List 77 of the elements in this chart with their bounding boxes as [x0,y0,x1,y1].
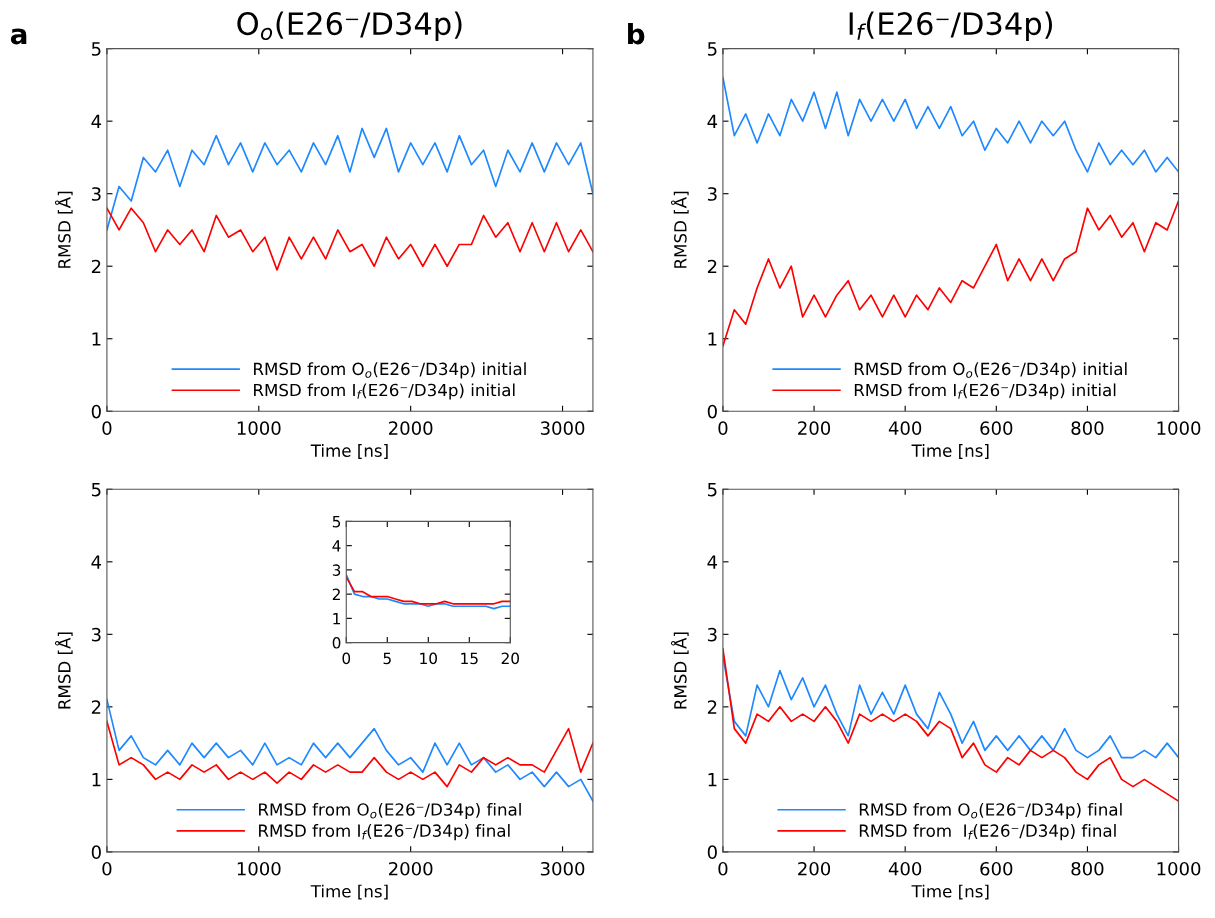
x-tick-label: 5 [383,652,391,665]
x-tick-label: 1000 [237,861,281,876]
y-tick-label: 0 [91,404,101,419]
legend-label: RMSD from I$_{f}$(E26⁻/D34p) final [259,824,510,841]
x-tick-label: 2000 [389,861,433,876]
y-tick-label: 3 [91,627,101,642]
y-axis-title: RMSD [Å] [670,632,689,709]
x-tick-label: 800 [1071,421,1104,435]
chart-title: O$_{o}$(E26⁻/D34p) [237,11,462,42]
legend-label: RMSD from I$_{f}$(E26⁻/D34p) initial [254,383,515,400]
y-tick-label: 3 [707,187,717,201]
y-tick-label: 2 [707,700,717,714]
y-tick-label: 1 [708,773,717,787]
x-tick-label: 20 [501,652,520,665]
x-tick-label: 200 [798,421,831,435]
legend-label: RMSD from O$_{o}$(E26⁻/D34p) initial [854,362,1127,379]
y-tick-label: 4 [91,114,102,129]
x-tick-label: 0 [718,421,728,435]
y-tick-label: 0 [332,637,341,649]
x-tick-label: 15 [461,652,478,665]
legend-label: RMSD from O$_{o}$(E26⁻/D34p) final [259,802,521,820]
y-tick-label: 1 [708,332,717,346]
x-tick-label: 3000 [540,421,585,435]
x-tick-label: 1000 [1157,421,1201,435]
y-tick-label: 4 [91,555,102,569]
x-tick-label: 1000 [237,421,281,435]
y-tick-label: 3 [332,564,341,576]
y-tick-label: 1 [92,332,101,346]
y-tick-label: 1 [333,613,340,625]
x-tick-label: 3000 [540,861,585,876]
x-tick-label: 200 [798,861,831,876]
x-tick-label: 0 [102,861,112,876]
x-tick-label: 600 [980,421,1013,435]
y-axis-title: RMSD [Å] [54,632,73,709]
y-tick-label: 4 [707,555,718,569]
text: b [628,22,645,45]
y-tick-label: 5 [91,482,101,497]
x-tick-label: 400 [888,421,922,435]
y-axis-title: RMSD [Å] [54,191,73,268]
x-tick-label: 600 [980,861,1013,876]
y-tick-label: 4 [707,114,718,129]
y-tick-label: 5 [707,42,717,56]
y-tick-label: 3 [707,627,717,642]
y-tick-label: 2 [91,259,101,274]
x-axis-title: Time [ns] [911,444,989,459]
y-tick-label: 4 [332,540,341,552]
x-tick-label: 800 [1071,861,1104,876]
y-tick-label: 5 [91,42,101,56]
x-tick-label: 400 [888,861,922,876]
text: a [10,28,27,45]
y-tick-label: 2 [91,700,101,714]
legend-label: RMSD from O$_{o}$(E26⁻/D34p) final [859,802,1122,820]
legend-label: RMSD from O$_{o}$(E26⁻/D34p) initial [254,362,526,379]
y-tick-label: 0 [707,845,717,860]
legend-label: RMSD from I$_{f}$(E26⁻/D34p) initial [854,383,1116,400]
line-series [722,200,1179,347]
x-tick-label: 0 [102,421,112,435]
line-series [106,207,593,271]
x-tick-label: 10 [420,652,437,665]
x-tick-label: 2000 [389,421,433,435]
x-axis-title: Time [ns] [310,884,388,900]
chart-title: I$_{f}$(E26⁻/D34p) [849,11,1052,42]
x-tick-label: 0 [342,652,351,665]
y-tick-label: 1 [92,773,101,787]
y-tick-label: 3 [91,187,101,201]
x-tick-label: 1000 [1157,861,1201,876]
y-tick-label: 0 [707,404,717,419]
x-axis-title: Time [ns] [911,884,989,900]
y-tick-label: 2 [332,588,340,600]
y-tick-label: 5 [707,482,717,497]
y-tick-label: 2 [707,259,717,274]
x-axis-title: Time [ns] [310,444,388,459]
legend-label: RMSD from I$_{f}$(E26⁻/D34p) final [859,824,1116,841]
x-tick-label: 0 [718,861,728,876]
y-tick-label: 5 [332,516,341,528]
y-axis-title: RMSD [Å] [670,191,689,268]
y-tick-label: 0 [91,845,101,860]
